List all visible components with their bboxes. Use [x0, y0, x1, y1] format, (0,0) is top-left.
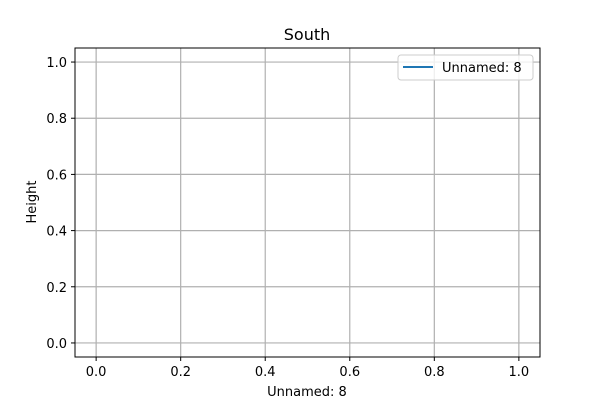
x-tick-label: 0.2 [170, 365, 191, 380]
x-tick-label: 0.6 [339, 365, 360, 380]
x-axis-ticks: 0.0 0.2 0.4 0.6 0.8 1.0 [86, 357, 529, 380]
axes-frame [74, 47, 541, 358]
y-tick-label: 1.0 [46, 56, 67, 71]
grid-lines [75, 48, 540, 357]
y-tick-label: 0.4 [46, 225, 67, 240]
legend: Unnamed: 8 [397, 54, 534, 81]
y-tick-label: 0.8 [46, 112, 67, 127]
legend-entry-label: Unnamed: 8 [442, 61, 522, 76]
x-axis-label: Unnamed: 8 [267, 385, 347, 400]
y-tick-label: 0.6 [46, 168, 67, 183]
legend-box [397, 54, 534, 81]
y-tick-label: 0.2 [46, 281, 67, 296]
y-axis-label: Height [25, 181, 40, 224]
x-tick-label: 1.0 [509, 365, 530, 380]
x-tick-label: 0.4 [255, 365, 276, 380]
chart-title: South [284, 25, 331, 44]
y-axis-ticks: 0.0 0.2 0.4 0.6 0.8 1.0 [46, 56, 75, 352]
y-tick-label: 0.0 [46, 337, 67, 352]
x-tick-label: 0.8 [424, 365, 445, 380]
x-tick-label: 0.0 [86, 365, 107, 380]
